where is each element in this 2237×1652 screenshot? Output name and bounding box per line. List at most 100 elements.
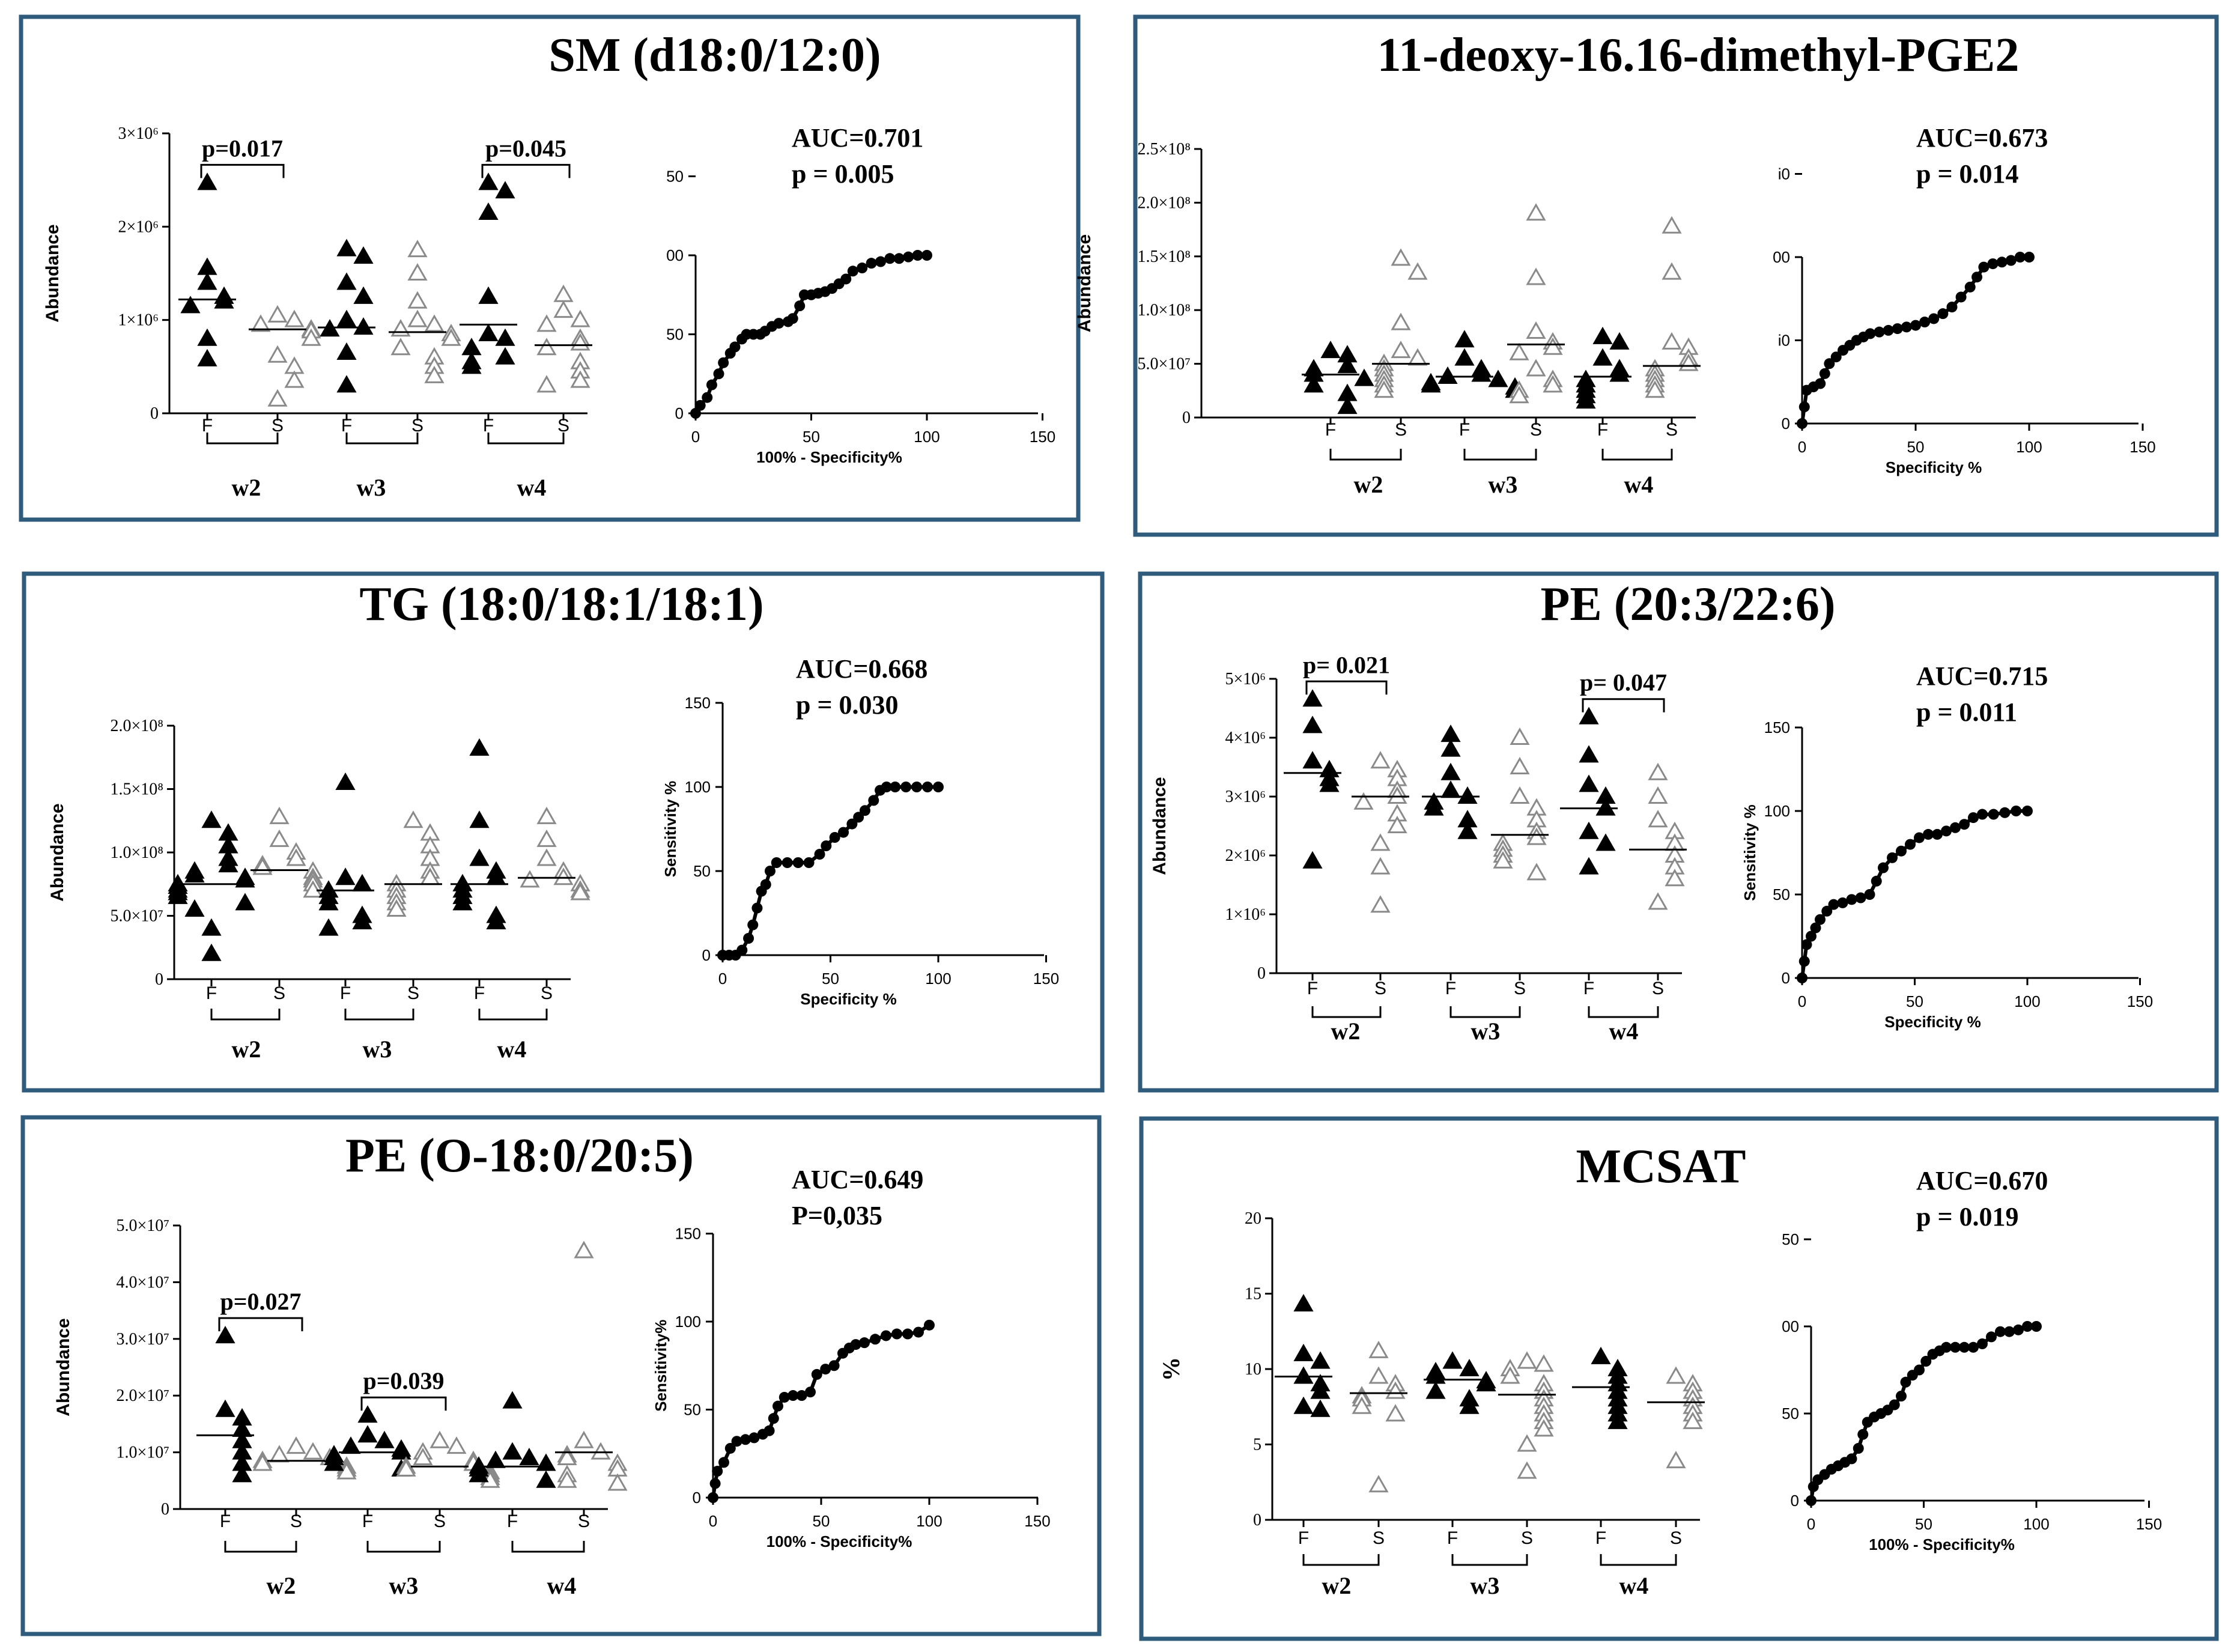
panel-border bbox=[1138, 571, 2219, 1093]
group-bracket bbox=[1588, 1006, 1659, 1018]
scatter-x-tick-label: S bbox=[1666, 420, 1678, 440]
roc-point bbox=[912, 250, 923, 261]
roc-y-tick-label: 100 bbox=[1764, 802, 1790, 820]
panel-4: PE (20:3/22:6) 0 1×10⁶ 2×10⁶ 3×10⁶ 4×10⁶ 5×10⁶… bbox=[1138, 571, 2219, 1093]
scatter-point bbox=[485, 1450, 506, 1468]
scatter-point bbox=[502, 1391, 523, 1409]
scatter-x-tick-label: S bbox=[290, 1511, 302, 1531]
roc-point bbox=[903, 251, 914, 263]
scatter-point bbox=[386, 899, 407, 917]
roc-x-axis-label: 100% - Specificity% bbox=[1869, 1535, 2015, 1553]
roc-point bbox=[1928, 313, 1940, 324]
scatter-point bbox=[1391, 312, 1411, 330]
scatter-series bbox=[389, 240, 461, 383]
panel-3: TG (18:0/18:1/18:1) 0 5.0×10⁷ 1.0×10⁸ 1.5×10… bbox=[22, 571, 1105, 1093]
scatter-point bbox=[286, 1436, 306, 1454]
roc-point bbox=[713, 368, 724, 380]
scatter-point bbox=[574, 1430, 594, 1448]
scatter-point bbox=[1648, 762, 1668, 780]
group-bracket bbox=[366, 1541, 441, 1553]
scatter-series bbox=[1284, 689, 1341, 869]
scatter-point bbox=[1648, 810, 1668, 828]
scatter-series bbox=[178, 172, 236, 366]
roc-x-tick-label: 50 bbox=[813, 1512, 830, 1530]
scatter-y-tick-label: 3.0×10⁷ bbox=[116, 1330, 169, 1349]
auc-label: AUC=0.670 bbox=[1916, 1166, 2048, 1195]
scatter-x-tick-label: S bbox=[1395, 420, 1407, 440]
scatter-point bbox=[1579, 821, 1599, 839]
roc-point bbox=[820, 1364, 831, 1375]
scatter-x-tick-label: F bbox=[474, 983, 485, 1003]
roc-point bbox=[1914, 1364, 1925, 1376]
scatter-point bbox=[1543, 375, 1563, 393]
scatter-point bbox=[557, 1448, 577, 1466]
scatter-y-tick-label: 1.0×10⁸ bbox=[110, 843, 163, 862]
scatter-point bbox=[1662, 332, 1682, 350]
scatter-y-tick-label: 2.5×10⁸ bbox=[1137, 140, 1191, 159]
scatter-x-tick-label: S bbox=[1374, 979, 1386, 998]
roc-point bbox=[1977, 1338, 1988, 1349]
scatter-series bbox=[1350, 1340, 1407, 1493]
scatter-series bbox=[1275, 1294, 1332, 1417]
scatter-point bbox=[336, 272, 357, 290]
roc-y-axis-label: Sensitivity % bbox=[1741, 804, 1759, 900]
scatter-point bbox=[1370, 895, 1391, 913]
scatter-point bbox=[235, 893, 255, 911]
scatter-point bbox=[352, 873, 372, 891]
scatter-point bbox=[1293, 1343, 1314, 1361]
scatter-point bbox=[407, 309, 428, 327]
roc-point bbox=[857, 263, 868, 274]
scatter-point bbox=[1421, 375, 1441, 393]
scatter-point bbox=[1459, 1358, 1480, 1376]
scatter-point bbox=[1440, 780, 1461, 798]
roc-x-tick-label: 150 bbox=[2127, 992, 2153, 1010]
scatter-series bbox=[535, 284, 592, 393]
scatter-point bbox=[218, 855, 238, 873]
scatter-point bbox=[1595, 833, 1616, 851]
roc-y-tick-label: 50 bbox=[666, 326, 684, 344]
scatter-y-axis-label: Abundance bbox=[1150, 777, 1170, 875]
scatter-x-tick-label: F bbox=[1595, 1528, 1606, 1548]
roc-point bbox=[1821, 905, 1833, 917]
scatter-point bbox=[1510, 756, 1530, 774]
scatter-point bbox=[1595, 798, 1616, 816]
roc-p-label: p = 0.014 bbox=[1916, 159, 2019, 189]
scatter-point bbox=[1526, 267, 1546, 285]
roc-point bbox=[748, 1432, 760, 1444]
scatter-point bbox=[1648, 892, 1668, 910]
scatter-point bbox=[267, 345, 288, 363]
roc-point bbox=[1837, 897, 1848, 908]
roc-curve bbox=[711, 1323, 930, 1498]
roc-y-tick-label: 50 bbox=[1782, 1405, 1799, 1423]
scatter-series bbox=[1574, 326, 1631, 409]
scatter-point bbox=[407, 240, 428, 258]
roc-point bbox=[866, 258, 877, 269]
scatter-point bbox=[1374, 380, 1394, 398]
roc-point bbox=[840, 273, 852, 285]
scatter-point bbox=[570, 370, 590, 388]
group-label: w3 bbox=[1471, 1572, 1500, 1599]
scatter-y-tick-label: 5.0×10⁷ bbox=[116, 1216, 169, 1235]
significance-bracket bbox=[200, 163, 285, 178]
scatter-y-tick-label: 5.0×10⁷ bbox=[110, 907, 163, 926]
scatter-series bbox=[1643, 216, 1701, 398]
scatter-point bbox=[495, 181, 515, 199]
scatter-point bbox=[1526, 827, 1547, 845]
panel-border bbox=[1133, 14, 2219, 537]
roc-point bbox=[911, 782, 923, 792]
scatter-y-tick-label: 1.0×10⁸ bbox=[1137, 301, 1191, 320]
roc-point bbox=[763, 1425, 775, 1436]
scatter-y-tick-label: 1×10⁶ bbox=[118, 311, 159, 330]
group-bracket bbox=[224, 1541, 297, 1553]
scatter-point bbox=[284, 309, 305, 327]
scatter-point bbox=[486, 912, 506, 930]
roc-point bbox=[1855, 892, 1866, 903]
scatter-point bbox=[1493, 851, 1513, 869]
auc-label: AUC=0.715 bbox=[1916, 661, 2048, 691]
scatter-point bbox=[1457, 786, 1478, 804]
scatter-point bbox=[495, 347, 515, 365]
roc-point bbox=[2024, 252, 2035, 263]
scatter-y-axis-label: Abundance bbox=[1075, 234, 1094, 332]
scatter-point bbox=[469, 738, 490, 756]
roc-point bbox=[768, 1413, 779, 1424]
